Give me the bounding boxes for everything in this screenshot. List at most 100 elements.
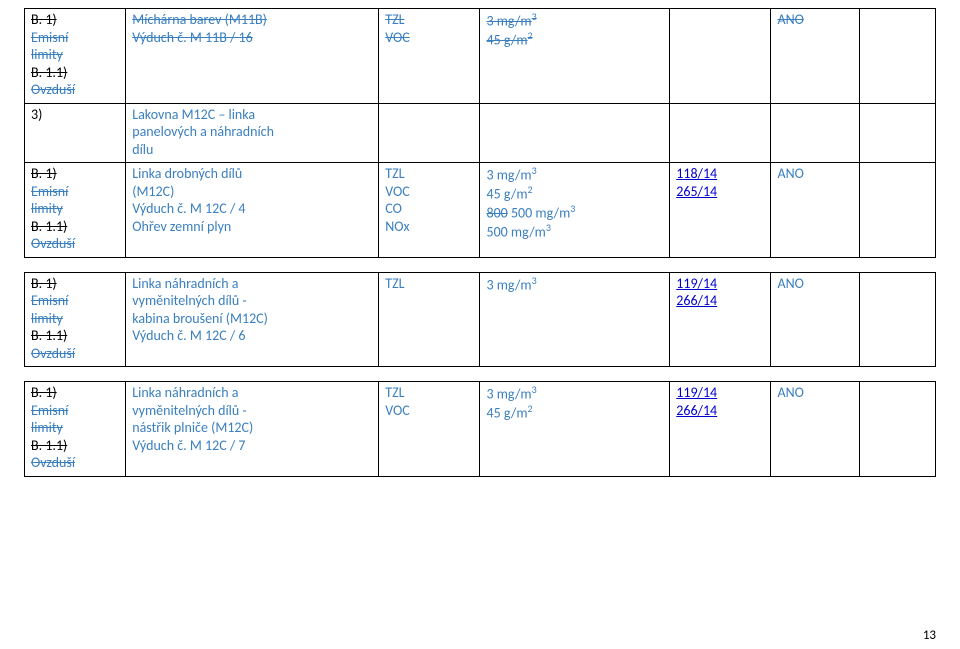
label-limity: limity	[31, 46, 119, 64]
label-b11: B. 1.1)	[31, 218, 67, 235]
param: CO	[385, 200, 473, 218]
desc-line: Míchárna barev (M11B)	[132, 11, 372, 29]
ano: ANO	[777, 384, 853, 401]
value-line: 3 mg/m3	[486, 11, 663, 30]
desc-cell: Linka náhradních a vyměnitelných dílů - …	[126, 272, 379, 367]
value-text: 3 mg/m	[486, 276, 531, 293]
empty-cell	[860, 9, 936, 104]
value-sup: 3	[532, 274, 537, 287]
param-cell: TZL VOC	[379, 9, 480, 104]
ref-link[interactable]: 118/14	[676, 165, 717, 182]
param: VOC	[385, 183, 473, 201]
table-row: B. 1) Emisní limity B. 1.1) Ovzduší Link…	[25, 163, 936, 258]
label-b11: B. 1.1)	[31, 437, 67, 454]
value-strike: 800	[486, 205, 507, 222]
label-item3: 3)	[31, 106, 119, 124]
desc-line: Lakovna M12C – linka	[132, 106, 372, 124]
ano-cell: ANO	[771, 163, 860, 258]
label-ovzdusi: Ovzduší	[31, 235, 75, 252]
desc-line: Výduch č. M 12C / 7	[132, 437, 372, 455]
desc-line: Linka náhradních a	[132, 275, 372, 293]
param: TZL	[385, 275, 473, 293]
ref-cell: 118/14 265/14	[670, 163, 771, 258]
desc-line: Linka náhradních a	[132, 384, 372, 402]
param-cell	[379, 103, 480, 163]
value-text: 3 mg/m	[486, 13, 531, 30]
desc-line: Výduch č. M 12C / 6	[132, 327, 372, 345]
ref-link[interactable]: 119/14	[676, 275, 717, 292]
value-line: 3 mg/m3	[486, 275, 663, 294]
value-sup: 2	[528, 402, 533, 415]
table-row: B. 1) Emisní limity B. 1.1) Ovzduší Link…	[25, 382, 936, 477]
desc-line: (M12C)	[132, 183, 372, 201]
desc-line: dílu	[132, 141, 372, 159]
value-sup: 3	[532, 10, 537, 23]
section-cell: 3)	[25, 103, 126, 163]
value-text: 500 mg/m	[508, 205, 570, 222]
section-cell: B. 1) Emisní limity B. 1.1) Ovzduší	[25, 382, 126, 477]
label-emisni: Emisní	[31, 183, 119, 201]
value-text: 45 g/m	[486, 186, 527, 203]
label-limity: limity	[31, 310, 119, 328]
ano: ANO	[777, 11, 853, 28]
ref-link[interactable]: 119/14	[676, 384, 717, 401]
ano-cell: ANO	[771, 272, 860, 367]
label-ovzdusi: Ovzduší	[31, 345, 75, 362]
value-line: 45 g/m2	[486, 184, 663, 203]
value-line: 500 mg/m3	[486, 222, 663, 241]
value-line: 45 g/m2	[486, 403, 663, 422]
label-b1: B. 1)	[31, 165, 57, 182]
value-sup: 2	[528, 29, 533, 42]
ref-link[interactable]: 266/14	[676, 292, 717, 309]
label-ovzdusi: Ovzduší	[31, 454, 75, 471]
value-cell	[480, 103, 670, 163]
ano-cell	[771, 103, 860, 163]
desc-cell: Linka náhradních a vyměnitelných dílů - …	[126, 382, 379, 477]
ano: ANO	[777, 165, 853, 182]
value-text: 3 mg/m	[486, 167, 531, 184]
table-row4: B. 1) Emisní limity B. 1.1) Ovzduší Link…	[24, 272, 936, 368]
label-b11: B. 1.1)	[31, 327, 67, 344]
ref-link[interactable]: 266/14	[676, 402, 717, 419]
value-cell: 3 mg/m3 45 g/m2	[480, 382, 670, 477]
label-emisni: Emisní	[31, 292, 119, 310]
value-text: 500 mg/m	[486, 224, 545, 241]
label-limity: limity	[31, 419, 119, 437]
param: TZL	[385, 384, 473, 402]
ref-cell	[670, 9, 771, 104]
value-text: 3 mg/m	[486, 386, 531, 403]
value-sup: 2	[528, 183, 533, 196]
value-line: 45 g/m2	[486, 30, 663, 49]
section-cell: B. 1) Emisní limity B. 1.1) Ovzduší	[25, 272, 126, 367]
value-text: 45 g/m	[486, 405, 527, 422]
empty-cell	[860, 272, 936, 367]
table-row: B. 1) Emisní limity B. 1.1) Ovzduší Mích…	[25, 9, 936, 104]
label-b1: B. 1)	[31, 11, 57, 28]
section-cell: B. 1) Emisní limity B. 1.1) Ovzduší	[25, 9, 126, 104]
value-sup: 3	[532, 164, 537, 177]
desc-line: kabina broušení (M12C)	[132, 310, 372, 328]
ref-link[interactable]: 265/14	[676, 183, 717, 200]
page-number: 13	[923, 628, 936, 643]
param: NOx	[385, 218, 473, 236]
desc-cell: Míchárna barev (M11B) Výduch č. M 11B / …	[126, 9, 379, 104]
value-line: 800 500 mg/m3	[486, 203, 663, 222]
value-line: 3 mg/m3	[486, 165, 663, 184]
label-emisni: Emisní	[31, 29, 119, 47]
table-row5: B. 1) Emisní limity B. 1.1) Ovzduší Link…	[24, 381, 936, 477]
ref-cell	[670, 103, 771, 163]
section-cell: B. 1) Emisní limity B. 1.1) Ovzduší	[25, 163, 126, 258]
desc-line: vyměnitelných dílů -	[132, 292, 372, 310]
value-sup: 3	[546, 221, 551, 234]
desc-cell: Lakovna M12C – linka panelových a náhrad…	[126, 103, 379, 163]
ref-cell: 119/14 266/14	[670, 272, 771, 367]
desc-line: nástřik plniče (M12C)	[132, 419, 372, 437]
value-line: 3 mg/m3	[486, 384, 663, 403]
param-cell: TZL VOC CO NOx	[379, 163, 480, 258]
value-sup: 3	[532, 383, 537, 396]
desc-line: Ohřev zemní plyn	[132, 218, 372, 236]
param: TZL	[385, 11, 473, 29]
value-sup: 3	[570, 202, 575, 215]
ano-cell: ANO	[771, 9, 860, 104]
empty-cell	[860, 163, 936, 258]
